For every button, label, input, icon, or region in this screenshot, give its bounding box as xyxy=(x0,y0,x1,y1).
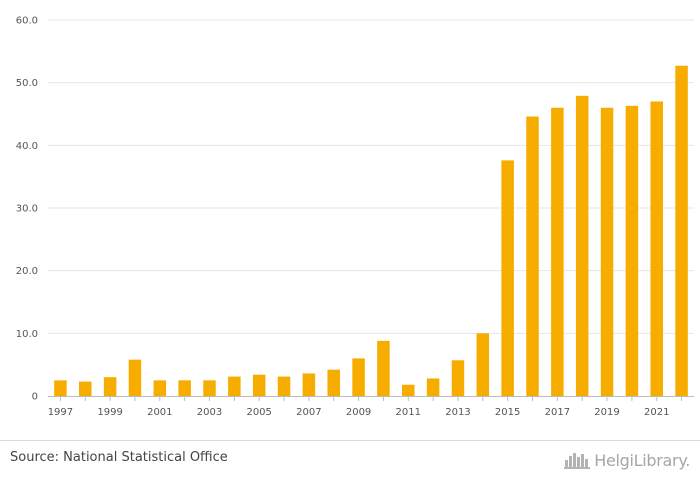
bar-2012[interactable] xyxy=(426,378,440,396)
bar-1998[interactable] xyxy=(79,381,92,396)
bar-2018[interactable] xyxy=(575,95,589,397)
bar-2007[interactable] xyxy=(302,373,316,396)
bar-2022[interactable] xyxy=(675,65,688,396)
bar-2020[interactable] xyxy=(625,105,639,396)
x-tick-label: 1997 xyxy=(48,407,73,418)
bar-2014[interactable] xyxy=(476,333,490,396)
y-tick-label: 10.0 xyxy=(16,329,38,340)
bar-2005[interactable] xyxy=(252,374,266,396)
footer xyxy=(0,440,700,484)
bar-2004[interactable] xyxy=(228,376,241,396)
bar-2000[interactable] xyxy=(128,359,142,396)
bar-2001[interactable] xyxy=(153,380,167,396)
gridlines xyxy=(48,19,694,334)
helgi-library-logo[interactable]: HelgiLibrary. xyxy=(564,448,690,472)
x-tick-label: 2019 xyxy=(594,407,619,418)
y-tick-label: 60.0 xyxy=(16,16,38,27)
y-tick-label: 50.0 xyxy=(16,78,38,89)
bar-2015[interactable] xyxy=(501,160,514,396)
x-tick-label: 2021 xyxy=(644,407,669,418)
bar-1997[interactable] xyxy=(54,380,67,396)
x-tick-label: 2017 xyxy=(545,407,570,418)
bar-2003[interactable] xyxy=(203,380,216,396)
bar-2019[interactable] xyxy=(600,107,614,396)
x-tick-label: 2005 xyxy=(246,407,271,418)
logo-text: HelgiLibrary. xyxy=(594,450,690,470)
bar-2006[interactable] xyxy=(277,376,291,396)
bar-chart: 0 10.0 20.0 30.0 40.0 50.0 60.0 1997 1999 2001 200… xyxy=(16,16,694,418)
x-tick-label: 2009 xyxy=(346,407,371,418)
bar-2010[interactable] xyxy=(377,340,390,396)
y-tick-label: 40.0 xyxy=(16,141,38,152)
bar-2021[interactable] xyxy=(650,101,663,396)
bar-2011[interactable] xyxy=(402,384,415,396)
x-tick-label: 2015 xyxy=(495,407,520,418)
x-tick-label: 2003 xyxy=(197,407,222,418)
bar-2016[interactable] xyxy=(526,116,539,397)
y-tick-label: 30.0 xyxy=(16,204,38,215)
bar-2002[interactable] xyxy=(178,380,191,396)
city-skyline-icon xyxy=(564,453,591,469)
x-tick-label: 2007 xyxy=(296,407,321,418)
x-tick-label: 2011 xyxy=(396,407,421,418)
bar-2017[interactable] xyxy=(551,107,564,396)
axes: 0 10.0 20.0 30.0 40.0 50.0 60.0 1997 1999 2001 200… xyxy=(16,16,694,418)
bar-2008[interactable] xyxy=(327,369,340,396)
source-note: Source: National Statistical Office xyxy=(10,450,228,465)
x-tick-label: 1999 xyxy=(97,407,122,418)
bar-2013[interactable] xyxy=(451,360,465,396)
x-tick-label: 2001 xyxy=(147,407,172,418)
bars xyxy=(54,65,688,397)
bar-2009[interactable] xyxy=(352,358,365,396)
y-tick-label: 0 xyxy=(32,392,38,403)
bar-1999[interactable] xyxy=(103,377,117,396)
y-tick-label: 20.0 xyxy=(16,266,38,277)
x-tick-label: 2013 xyxy=(445,407,470,418)
